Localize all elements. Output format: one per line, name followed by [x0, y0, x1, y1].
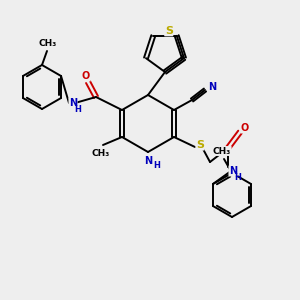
Text: N: N [208, 82, 216, 92]
Text: O: O [82, 71, 90, 81]
Text: N: N [229, 166, 237, 176]
Text: H: H [235, 173, 242, 182]
Text: S: S [196, 140, 204, 150]
Text: CH₃: CH₃ [39, 38, 57, 47]
Text: CH₃: CH₃ [213, 146, 231, 155]
Text: S: S [165, 26, 173, 36]
Text: N: N [144, 156, 152, 166]
Text: N: N [69, 98, 77, 108]
Text: CH₃: CH₃ [92, 148, 110, 158]
Text: H: H [75, 106, 81, 115]
Text: H: H [153, 161, 160, 170]
Text: O: O [241, 123, 249, 133]
